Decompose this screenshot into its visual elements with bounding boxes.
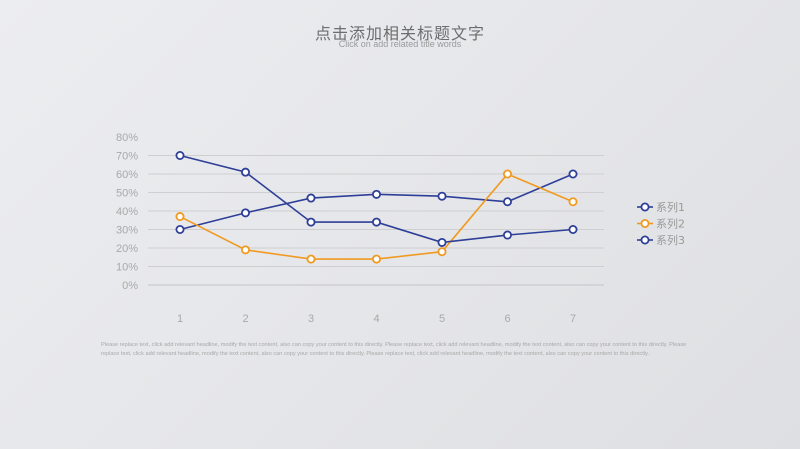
data-point xyxy=(437,237,447,247)
y-tick-label: 10% xyxy=(116,262,138,274)
data-point xyxy=(437,191,447,201)
y-tick-label: 20% xyxy=(116,243,138,255)
data-point xyxy=(306,217,316,227)
legend-label: 系列3 xyxy=(656,233,685,247)
y-tick-label: 80% xyxy=(116,132,138,144)
data-point xyxy=(502,230,512,240)
y-tick-label: 40% xyxy=(116,206,138,218)
legend-label: 系列1 xyxy=(656,200,685,214)
data-point xyxy=(502,169,512,179)
data-point xyxy=(371,217,381,227)
data-point xyxy=(568,169,578,179)
x-tick-label: 3 xyxy=(308,313,314,325)
data-point xyxy=(240,167,250,177)
legend-item: 系列2 xyxy=(637,217,685,231)
data-point xyxy=(371,254,381,264)
data-point xyxy=(175,224,185,234)
x-tick-label: 1 xyxy=(177,313,183,325)
data-point xyxy=(240,208,250,218)
data-point xyxy=(175,150,185,160)
y-axis-ticks: 0% 10% 20% 30% 40% 50% 60% 70% 80% xyxy=(116,132,138,292)
data-point xyxy=(306,254,316,264)
legend-marker xyxy=(640,218,650,228)
legend-item: 系列1 xyxy=(637,200,685,214)
series-3 xyxy=(175,150,578,247)
series-line xyxy=(179,173,574,260)
y-tick-label: 0% xyxy=(122,280,138,292)
legend-label: 系列2 xyxy=(656,217,685,231)
body-paragraph: Please replace text, click add relevant … xyxy=(101,342,687,357)
x-axis-ticks: 1 2 3 4 5 6 7 xyxy=(177,313,576,325)
page-title: 点击添加相关标题文字 xyxy=(314,24,485,43)
x-tick-label: 6 xyxy=(504,313,510,325)
data-point xyxy=(240,245,250,255)
data-point xyxy=(502,197,512,207)
data-point xyxy=(306,193,316,203)
legend-marker xyxy=(640,202,650,212)
series-2 xyxy=(175,169,578,264)
data-point xyxy=(437,247,447,257)
y-tick-label: 30% xyxy=(116,225,138,237)
x-tick-label: 5 xyxy=(439,313,445,325)
legend-marker xyxy=(640,235,650,245)
data-point xyxy=(568,197,578,207)
x-tick-label: 2 xyxy=(242,313,248,325)
series-1 xyxy=(175,169,578,234)
chart-series xyxy=(175,150,578,264)
chart-legend: 系列1 系列2 系列3 xyxy=(637,200,685,247)
x-tick-label: 7 xyxy=(570,313,576,325)
y-tick-label: 50% xyxy=(116,188,138,200)
chart-gridlines xyxy=(148,155,604,286)
page-subtitle: Click on add related title words xyxy=(338,39,462,49)
data-point xyxy=(568,224,578,234)
y-tick-label: 70% xyxy=(116,151,138,163)
legend-item: 系列3 xyxy=(637,233,685,247)
x-tick-label: 4 xyxy=(373,313,379,325)
y-tick-label: 60% xyxy=(116,169,138,181)
data-point xyxy=(371,189,381,199)
data-point xyxy=(175,212,185,222)
